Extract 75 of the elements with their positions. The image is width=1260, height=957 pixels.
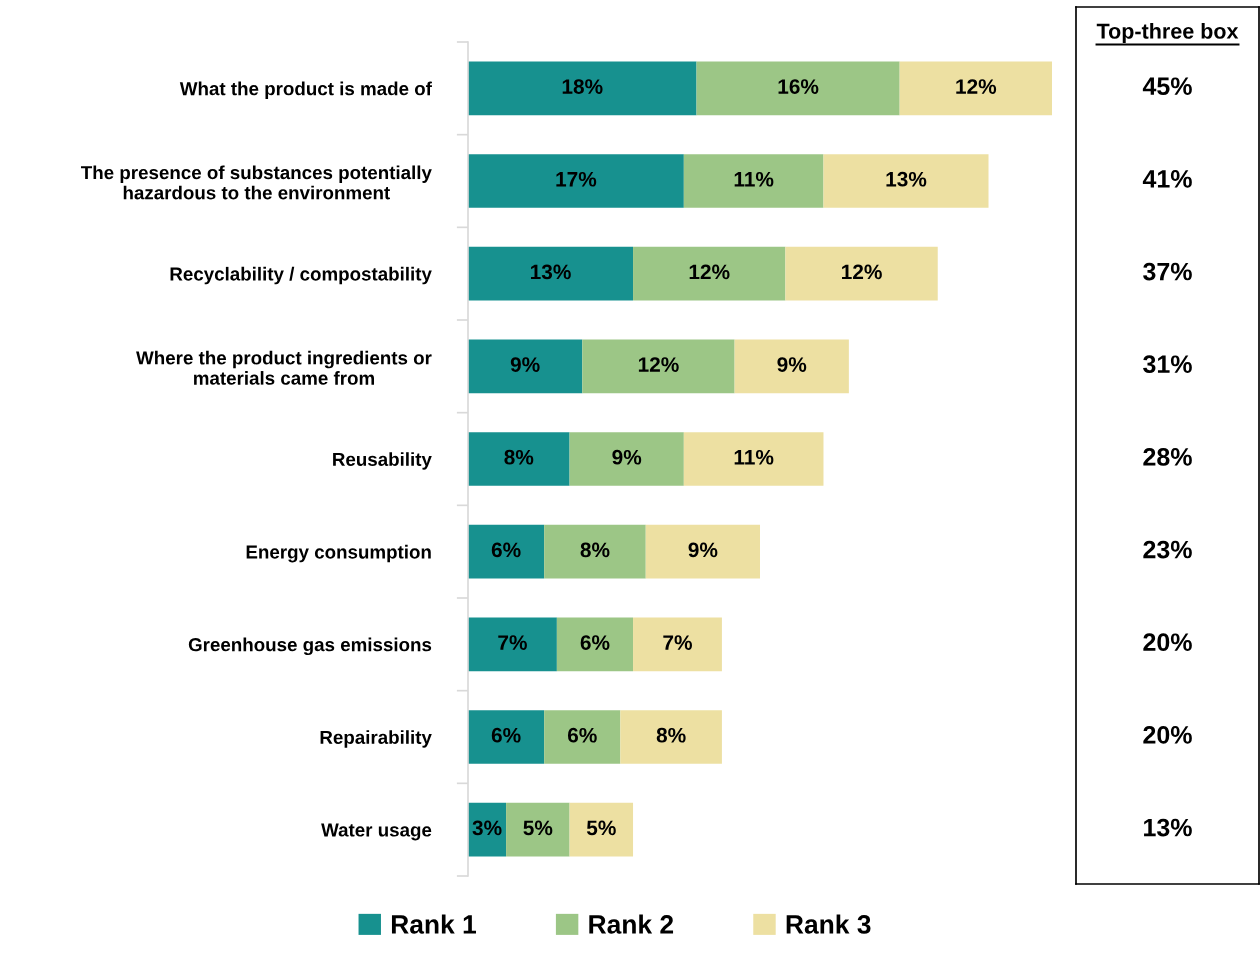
data-label: 7%	[498, 635, 527, 650]
bar	[734, 339, 849, 394]
data-label: 12%	[956, 79, 997, 94]
bar	[468, 524, 545, 579]
bar	[468, 61, 697, 116]
data-label: 8%	[580, 542, 610, 558]
data-label: 6%	[491, 727, 521, 743]
bar	[544, 524, 646, 579]
bar	[468, 246, 634, 301]
data-label: 5%	[586, 820, 616, 836]
data-label: 11%	[734, 171, 774, 187]
y-tick-label: The presence of substances potentially hazardous to the environment	[80, 165, 432, 200]
data-label: 8%	[656, 727, 686, 743]
data-label: 9%	[510, 357, 540, 372]
bar	[468, 432, 570, 486]
data-label: 12%	[689, 264, 730, 280]
text: 28%	[1143, 448, 1192, 466]
legend-label: Rank 3	[786, 914, 871, 934]
text: 13%	[1144, 818, 1192, 837]
text: 37%	[1143, 262, 1192, 281]
text: 45%	[1142, 77, 1192, 96]
y-tick-label: Energy consumption	[246, 544, 431, 563]
data-label: 3%	[472, 820, 502, 836]
data-label: 9%	[612, 449, 642, 465]
data-label: 16%	[778, 79, 819, 94]
data-label: 9%	[688, 542, 718, 558]
legend-label: Rank 1	[391, 914, 477, 934]
data-label: 11%	[734, 449, 774, 465]
bar	[633, 617, 722, 672]
text: 23%	[1143, 540, 1192, 559]
bar	[582, 339, 735, 394]
bar	[468, 339, 583, 394]
bar	[569, 432, 684, 486]
text: 31%	[1143, 355, 1192, 374]
bar	[823, 154, 989, 208]
bar	[569, 802, 634, 857]
bar	[683, 154, 824, 208]
bar	[506, 802, 570, 857]
y-tick-label: What the product is made of	[179, 81, 432, 100]
bar	[645, 524, 760, 579]
data-label: 9%	[777, 357, 807, 372]
text: 20%	[1143, 633, 1192, 652]
y-tick-label: Recyclability / compostability	[170, 266, 432, 285]
data-label: 18%	[562, 79, 603, 94]
data-label: 6%	[580, 635, 610, 650]
data-label: 12%	[638, 357, 679, 372]
bar	[696, 61, 900, 116]
y-tick-label: Where the product ingredients or materials came from	[136, 350, 432, 385]
data-label: 13%	[530, 264, 571, 280]
bar	[544, 710, 621, 764]
text: 20%	[1143, 726, 1192, 744]
bar	[899, 61, 1052, 116]
bar	[468, 710, 545, 764]
y-tick-label: Water usage	[321, 823, 432, 841]
bar	[785, 246, 938, 301]
bar	[556, 617, 634, 672]
bar	[683, 432, 824, 486]
data-label: 7%	[663, 635, 692, 650]
bar	[468, 154, 684, 208]
data-label: 12%	[842, 264, 882, 280]
data-label: 8%	[504, 449, 534, 465]
data-label: 6%	[491, 542, 521, 558]
legend-label: Rank 2	[589, 914, 674, 934]
data-label: 6%	[567, 727, 597, 743]
y-tick-label: Greenhouse gas emissions	[188, 637, 432, 656]
data-label: 13%	[886, 171, 927, 187]
bar	[468, 617, 557, 672]
text: 41%	[1142, 170, 1192, 188]
data-label: 17%	[556, 171, 597, 187]
y-tick-label: Reusability	[333, 452, 432, 470]
bar	[633, 246, 786, 301]
text: Top-three box	[1096, 22, 1239, 44]
y-tick-label: Repairability	[320, 730, 432, 748]
data-label: 5%	[523, 820, 553, 836]
bar	[620, 710, 722, 764]
